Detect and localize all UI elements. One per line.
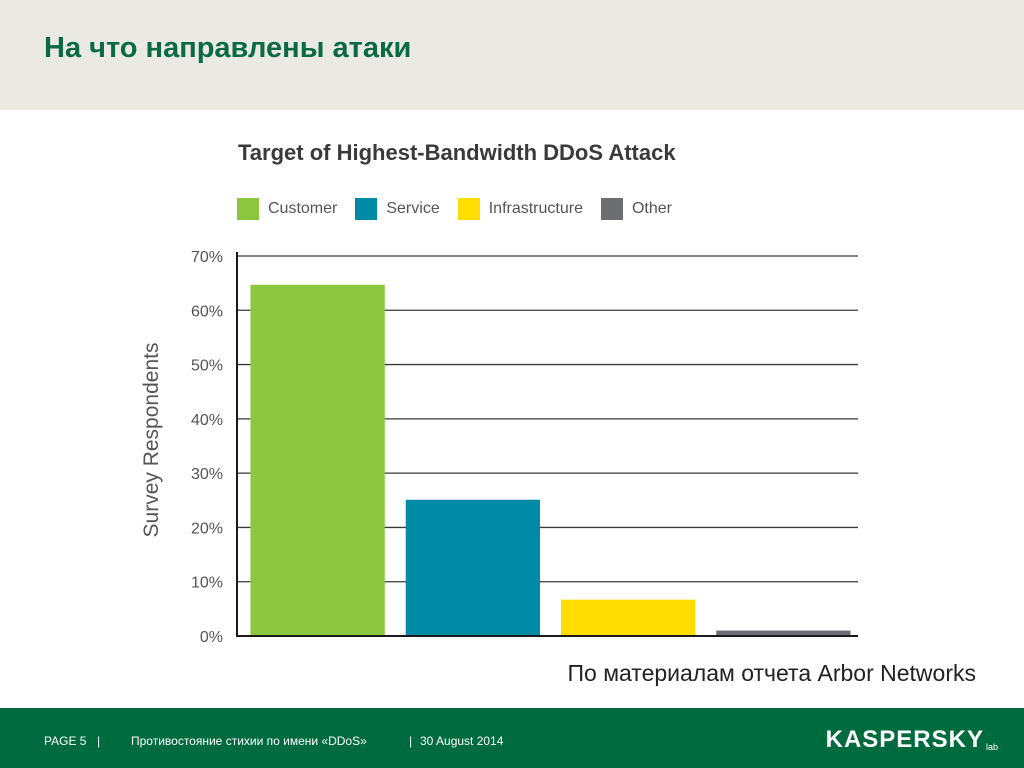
bar-chart: 0% 10% 20% 30% 40% 50% 60% 70% <box>191 249 858 646</box>
footer-band: PAGE 5 | Противостояние стихии по имени … <box>0 708 1024 768</box>
logo-wordmark: KASPERSKY <box>825 726 984 753</box>
legend-swatch-infrastructure <box>457 198 480 220</box>
chart-legend: Customer Service Infrastructure Other <box>237 198 690 220</box>
bar-customer <box>250 284 385 636</box>
y-tick-label: 10% <box>191 575 223 592</box>
y-tick-label: 20% <box>191 520 223 537</box>
bar-other <box>716 630 851 636</box>
legend-label-infrastructure: Infrastructure <box>488 200 583 217</box>
y-tick-label: 70% <box>191 249 223 266</box>
slide-title: На что направлены атаки <box>44 32 412 64</box>
logo-lab: lab <box>985 742 998 752</box>
legend-swatch-other <box>600 198 623 220</box>
chart-area: Target of Highest-Bandwidth DDoS Attack … <box>0 110 1024 670</box>
y-tick-label: 0% <box>200 629 223 646</box>
legend-swatch-customer <box>237 198 259 220</box>
bar-service <box>405 499 541 636</box>
header-band: На что направлены атаки <box>0 0 1024 110</box>
bar-infrastructure <box>560 599 696 636</box>
footer-separator: | <box>409 734 413 748</box>
kaspersky-logo: KASPERSKY lab <box>826 726 998 754</box>
legend-item-customer: Customer <box>237 198 337 220</box>
footer-presentation-title: Противостояние стихии по имени «DDoS» <box>131 734 367 748</box>
legend-item-other: Other <box>600 198 672 220</box>
legend-item-infrastructure: Infrastructure <box>457 198 583 220</box>
y-tick-label: 30% <box>191 466 223 483</box>
chart-title: Target of Highest-Bandwidth DDoS Attack <box>238 140 676 165</box>
y-tick-label: 40% <box>191 412 223 429</box>
source-note: По материалам отчета Arbor Networks <box>567 660 977 686</box>
footer-separator: | <box>97 734 101 748</box>
legend-item-service: Service <box>355 198 440 220</box>
y-tick-label: 50% <box>191 358 223 375</box>
legend-label-customer: Customer <box>268 200 338 217</box>
footer-page: PAGE 5 <box>44 734 87 748</box>
y-tick-label: 60% <box>191 303 223 320</box>
legend-label-service: Service <box>386 200 440 217</box>
legend-swatch-service <box>355 198 378 220</box>
footer-date: 30 August 2014 <box>420 734 504 748</box>
legend-label-other: Other <box>631 200 672 217</box>
